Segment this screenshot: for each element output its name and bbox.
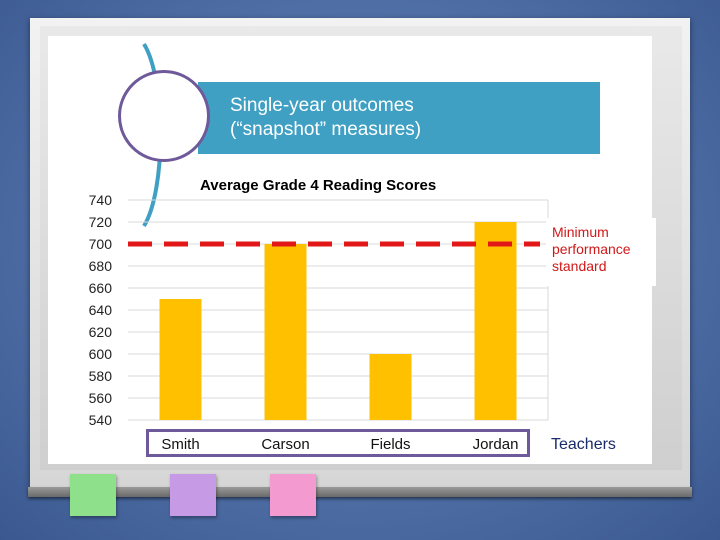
- y-tick-label: 680: [89, 258, 113, 274]
- category-label-smith: Smith: [161, 436, 199, 453]
- y-tick-label: 640: [89, 302, 113, 318]
- bar-jordan: [474, 222, 517, 420]
- y-tick-label: 620: [89, 324, 113, 340]
- y-tick-label: 560: [89, 390, 113, 406]
- sticky-note-purple: [170, 474, 216, 516]
- y-tick-label: 600: [89, 346, 113, 362]
- x-axis-label: Teachers: [551, 436, 616, 453]
- chart-title: Average Grade 4 Reading Scores: [200, 177, 437, 194]
- bar-carson: [264, 244, 307, 420]
- y-tick-label: 720: [89, 214, 113, 230]
- decorative-circle: [118, 70, 210, 162]
- category-label-fields: Fields: [370, 436, 410, 453]
- standard-label-box: [546, 218, 656, 286]
- whiteboard-tray: [28, 487, 692, 497]
- bar-fields: [369, 354, 412, 420]
- slide-title: Single-year outcomes (“snapshot” measure…: [230, 95, 422, 140]
- y-tick-label: 540: [89, 412, 113, 428]
- bar-smith: [159, 299, 202, 420]
- standard-line-label: Minimum performance standard: [552, 224, 631, 274]
- category-highlight-box: [146, 429, 530, 457]
- category-label-carson: Carson: [261, 436, 309, 453]
- y-tick-label: 740: [89, 192, 113, 208]
- sticky-note-green: [70, 474, 116, 516]
- category-label-jordan: Jordan: [473, 436, 519, 453]
- y-tick-label: 660: [89, 280, 113, 296]
- y-tick-label: 580: [89, 368, 113, 384]
- y-tick-label: 700: [89, 236, 113, 252]
- title-banner: [198, 82, 600, 154]
- sticky-note-pink: [270, 474, 316, 516]
